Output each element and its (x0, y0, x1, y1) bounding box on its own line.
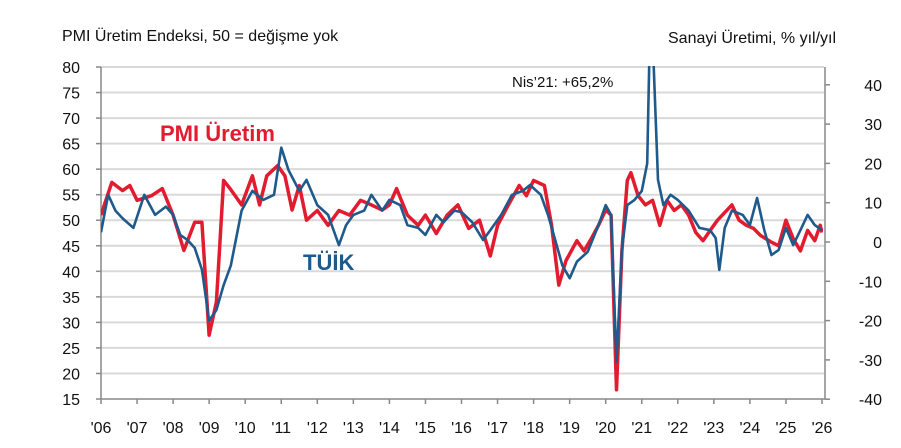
x-tick-label: '10 (235, 420, 256, 437)
right-tick-label: -40 (859, 392, 882, 409)
x-tick-label: '20 (595, 420, 616, 437)
pmi-line (101, 163, 823, 392)
left-tick-label: 15 (62, 392, 80, 409)
left-tick-label: 25 (62, 341, 80, 358)
left-tick-label: 70 (62, 111, 80, 128)
x-tick-label: '24 (739, 420, 760, 437)
left-tick-label: 65 (62, 137, 80, 154)
left-tick-label: 50 (62, 213, 80, 230)
left-tick-label: 30 (62, 315, 80, 332)
x-tick-label: '07 (127, 420, 148, 437)
x-tick-label: '11 (271, 420, 291, 437)
right-tick-label: -30 (859, 353, 882, 370)
x-tick-label: '18 (523, 420, 544, 437)
x-tick-label: '25 (776, 420, 797, 437)
left-tick-label: 35 (62, 290, 80, 307)
x-tick-label: '12 (307, 420, 328, 437)
tuik-line (101, 66, 823, 364)
right-tick-label: 30 (864, 117, 882, 134)
left-tick-label: 40 (62, 264, 80, 281)
series-lines (101, 66, 823, 392)
axes: 80 75 70 65 60 55 50 45 40 35 30 25 20 15 40 30 20 10 0 -10… (62, 60, 882, 437)
tuik-series-label: TÜİK (303, 250, 354, 275)
pmi-series-label: PMI Üretim (160, 121, 275, 146)
right-axis-title: Sanayi Üretimi, % yıl/yıl (668, 29, 836, 47)
right-tick-label: -20 (859, 314, 882, 331)
right-tick-label: -10 (859, 274, 882, 291)
x-tick-label: '23 (703, 420, 724, 437)
x-tick-label: '14 (379, 420, 400, 437)
left-tick-label: 45 (62, 239, 80, 256)
left-tick-label: 75 (62, 86, 80, 103)
x-tick-label: '15 (415, 420, 436, 437)
x-tick-label: '13 (343, 420, 364, 437)
left-tick-label: 80 (62, 60, 80, 77)
x-tick-label: '21 (631, 420, 652, 437)
left-axis-title: PMI Üretim Endeksi, 50 = değişme yok (62, 27, 339, 45)
right-tick-label: 0 (873, 235, 882, 252)
x-tick-label: '06 (91, 420, 112, 437)
left-tick-label: 55 (62, 188, 80, 205)
x-tick-label: '16 (451, 420, 472, 437)
right-tick-label: 20 (864, 156, 882, 173)
x-tick-label: '26 (812, 420, 833, 437)
peak-annotation: Nis’21: +65,2% (512, 74, 613, 91)
x-tick-label: '22 (667, 420, 688, 437)
x-tick-label: '08 (163, 420, 184, 437)
x-tick-label: '09 (199, 420, 220, 437)
left-tick-label: 20 (62, 366, 80, 383)
right-tick-label: 40 (864, 78, 882, 95)
left-tick-label: 60 (62, 162, 80, 179)
x-tick-label: '19 (559, 420, 580, 437)
right-tick-label: 10 (864, 196, 882, 213)
x-tick-label: '17 (487, 420, 508, 437)
